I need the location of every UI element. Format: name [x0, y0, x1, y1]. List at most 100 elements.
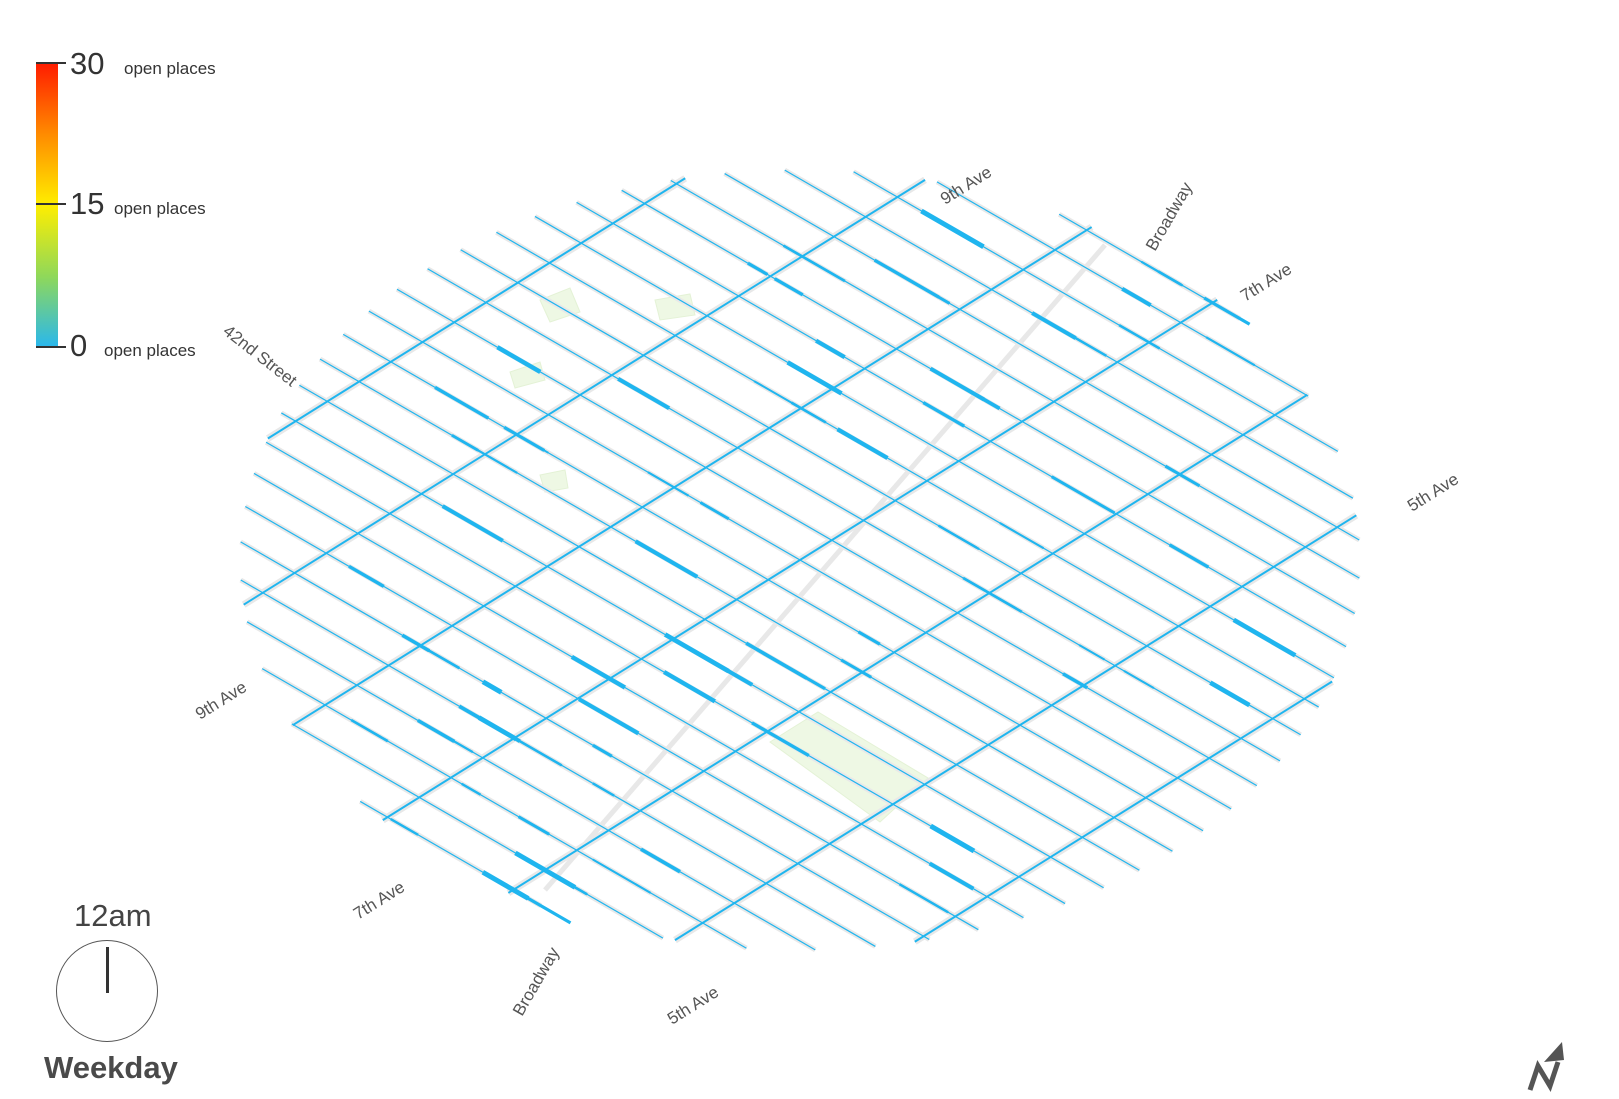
avenue-activity-line: [382, 299, 1218, 821]
label-broadway-bottom: Broadway: [509, 944, 564, 1019]
clock-hand: [106, 947, 109, 993]
activity-bar: [999, 522, 1045, 550]
avenue-activity-line: [267, 177, 686, 440]
street-labels-layer: 9th Ave Broadway 7th Ave 42nd Street 5th…: [192, 162, 1462, 1028]
label-5th-ave-right: 5th Ave: [1404, 469, 1462, 515]
street-activity-line: [299, 384, 1140, 871]
park-area: [769, 711, 929, 823]
activity-bar: [410, 638, 461, 670]
activity-bar: [938, 525, 980, 551]
clock-icon: [56, 940, 158, 1042]
activity-bar: [477, 715, 518, 742]
street-activity-line: [496, 231, 1319, 708]
legend-max-unit: open places: [124, 59, 216, 78]
legend-gradient-bar: [36, 62, 58, 348]
activity-bar: [481, 870, 530, 901]
activity-bar: [348, 564, 385, 588]
activity-bar: [416, 718, 456, 743]
activity-bar: [496, 345, 542, 374]
north-arrow-icon: [1522, 1040, 1572, 1092]
legend-tick-max: [36, 62, 66, 64]
label-9th-ave-left: 9th Ave: [192, 677, 250, 723]
activity-bar: [1232, 617, 1297, 658]
activity-bar: [905, 277, 951, 305]
activity-bar: [1164, 464, 1201, 488]
street-activity-line: [670, 180, 1360, 579]
avenue-activity-line: [674, 514, 1357, 942]
activity-bar: [782, 244, 846, 283]
activity-bar: [1123, 669, 1155, 690]
street-activity-line: [253, 472, 1024, 919]
activity-bar: [920, 208, 985, 249]
activity-bar: [640, 847, 681, 874]
activity-bar: [753, 380, 818, 419]
activity-bar: [350, 718, 389, 743]
activity-bar: [461, 782, 482, 796]
activity-bar: [962, 576, 1023, 614]
activity-bar: [1078, 644, 1106, 661]
activity-bar: [390, 818, 419, 836]
activity-bar: [577, 697, 640, 736]
avenue-activity-line: [507, 393, 1308, 894]
legend-mid-value: 15: [70, 186, 105, 221]
activity-bar: [451, 433, 479, 452]
legend-max-value: 30: [70, 46, 105, 81]
street-activity-line: [460, 249, 1301, 736]
activity-bar: [503, 425, 546, 452]
activity-bar: [840, 658, 872, 679]
activity-bar: [1205, 336, 1256, 367]
street-activity-line: [261, 668, 747, 949]
activity-bar: [857, 630, 881, 646]
activity-bar: [699, 501, 730, 521]
label-broadway-top: Broadway: [1142, 179, 1197, 254]
activity-bar: [570, 655, 627, 690]
activity-bar: [1031, 311, 1077, 340]
avenue-activity-line: [914, 680, 1333, 943]
activity-bar: [592, 743, 613, 758]
time-of-day-label: 12am: [74, 898, 152, 933]
activity-bar: [481, 679, 503, 695]
activity-bar: [928, 861, 975, 891]
street-activity-line: [534, 215, 1335, 679]
activity-bar: [517, 815, 550, 836]
legend-min-value: 0: [70, 328, 88, 363]
activity-bar: [898, 883, 949, 914]
activity-bar: [1118, 324, 1161, 350]
label-5th-ave-bottom: 5th Ave: [664, 982, 722, 1028]
activity-bar: [663, 632, 730, 674]
color-legend: 30 open places 15 open places 0 open pla…: [36, 48, 296, 361]
activity-bar: [441, 504, 504, 543]
avenue-activity-line: [243, 178, 926, 606]
legend-tick-min: [36, 346, 66, 348]
activity-bar: [929, 823, 976, 854]
activity-bar: [773, 277, 804, 297]
activity-bar: [634, 539, 699, 579]
activity-bar: [745, 641, 808, 680]
activity-bar: [929, 366, 986, 402]
legend-mid-unit: open places: [114, 199, 206, 218]
activity-bar: [922, 401, 966, 428]
activity-bar: [434, 385, 490, 420]
street-activity-line: [724, 173, 1360, 541]
day-type-label: Weekday: [44, 1050, 178, 1085]
activity-bars-layer: [240, 169, 1360, 951]
activity-bar: [592, 858, 652, 894]
activity-bar: [1203, 296, 1251, 326]
activity-bar: [1050, 475, 1116, 515]
broadway-street: [543, 243, 1107, 892]
label-7th-ave-top: 7th Ave: [1237, 259, 1295, 305]
legend-tick-mid: [36, 203, 66, 205]
activity-bar: [1121, 287, 1152, 307]
activity-bar: [647, 471, 690, 497]
activity-bar: [815, 338, 846, 359]
activity-bar: [662, 670, 716, 704]
activity-bar: [1168, 543, 1210, 569]
activity-bar: [751, 721, 810, 758]
legend-min-unit: open places: [104, 341, 196, 360]
street-activity-line: [291, 723, 664, 939]
activity-bar: [453, 740, 474, 754]
activity-bar: [592, 782, 615, 797]
activity-bar: [1140, 260, 1184, 287]
activity-bar: [747, 261, 769, 276]
